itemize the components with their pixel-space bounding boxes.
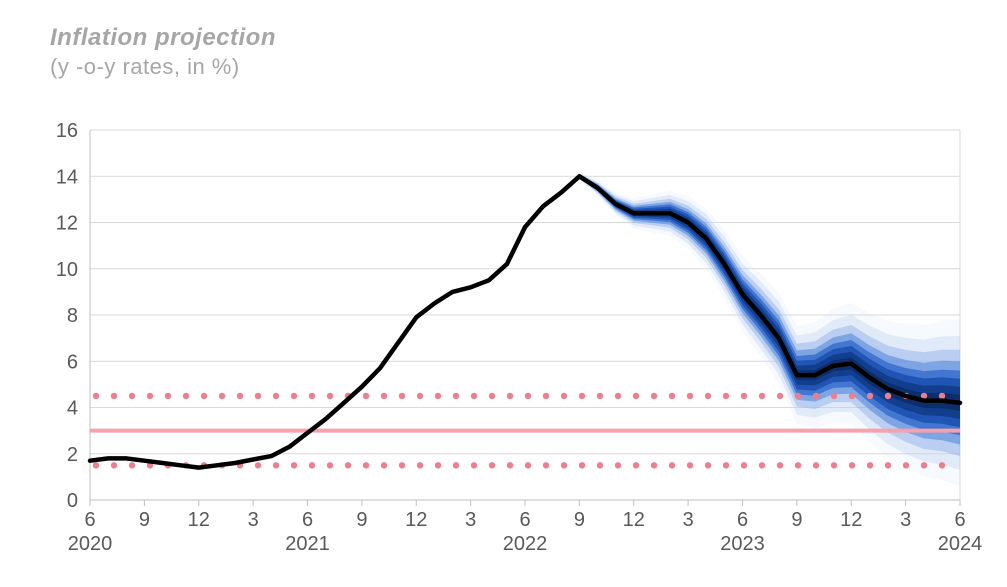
svg-text:3: 3 [465,509,476,531]
svg-text:0: 0 [67,490,78,512]
svg-text:12: 12 [840,509,862,531]
svg-text:6: 6 [67,351,78,373]
svg-text:14: 14 [56,166,78,188]
svg-text:10: 10 [56,259,78,281]
svg-text:3: 3 [248,509,259,531]
svg-text:12: 12 [623,509,645,531]
svg-text:2022: 2022 [503,533,548,555]
svg-text:2021: 2021 [285,533,330,555]
svg-text:16: 16 [56,120,78,142]
svg-text:8: 8 [67,305,78,327]
svg-text:2020: 2020 [68,533,113,555]
inflation-fan-chart: 0246810121416691236912369123691236202020… [0,0,1007,587]
svg-text:6: 6 [954,509,965,531]
svg-text:6: 6 [302,509,313,531]
svg-text:6: 6 [737,509,748,531]
svg-text:9: 9 [139,509,150,531]
svg-text:6: 6 [84,509,95,531]
svg-text:2024: 2024 [938,533,983,555]
svg-text:9: 9 [791,509,802,531]
svg-text:9: 9 [356,509,367,531]
svg-text:12: 12 [56,213,78,235]
svg-text:3: 3 [900,509,911,531]
svg-text:12: 12 [188,509,210,531]
svg-text:3: 3 [683,509,694,531]
svg-text:2023: 2023 [720,533,765,555]
svg-text:6: 6 [519,509,530,531]
svg-text:9: 9 [574,509,585,531]
svg-text:12: 12 [405,509,427,531]
svg-text:2: 2 [67,444,78,466]
svg-text:4: 4 [67,398,78,420]
